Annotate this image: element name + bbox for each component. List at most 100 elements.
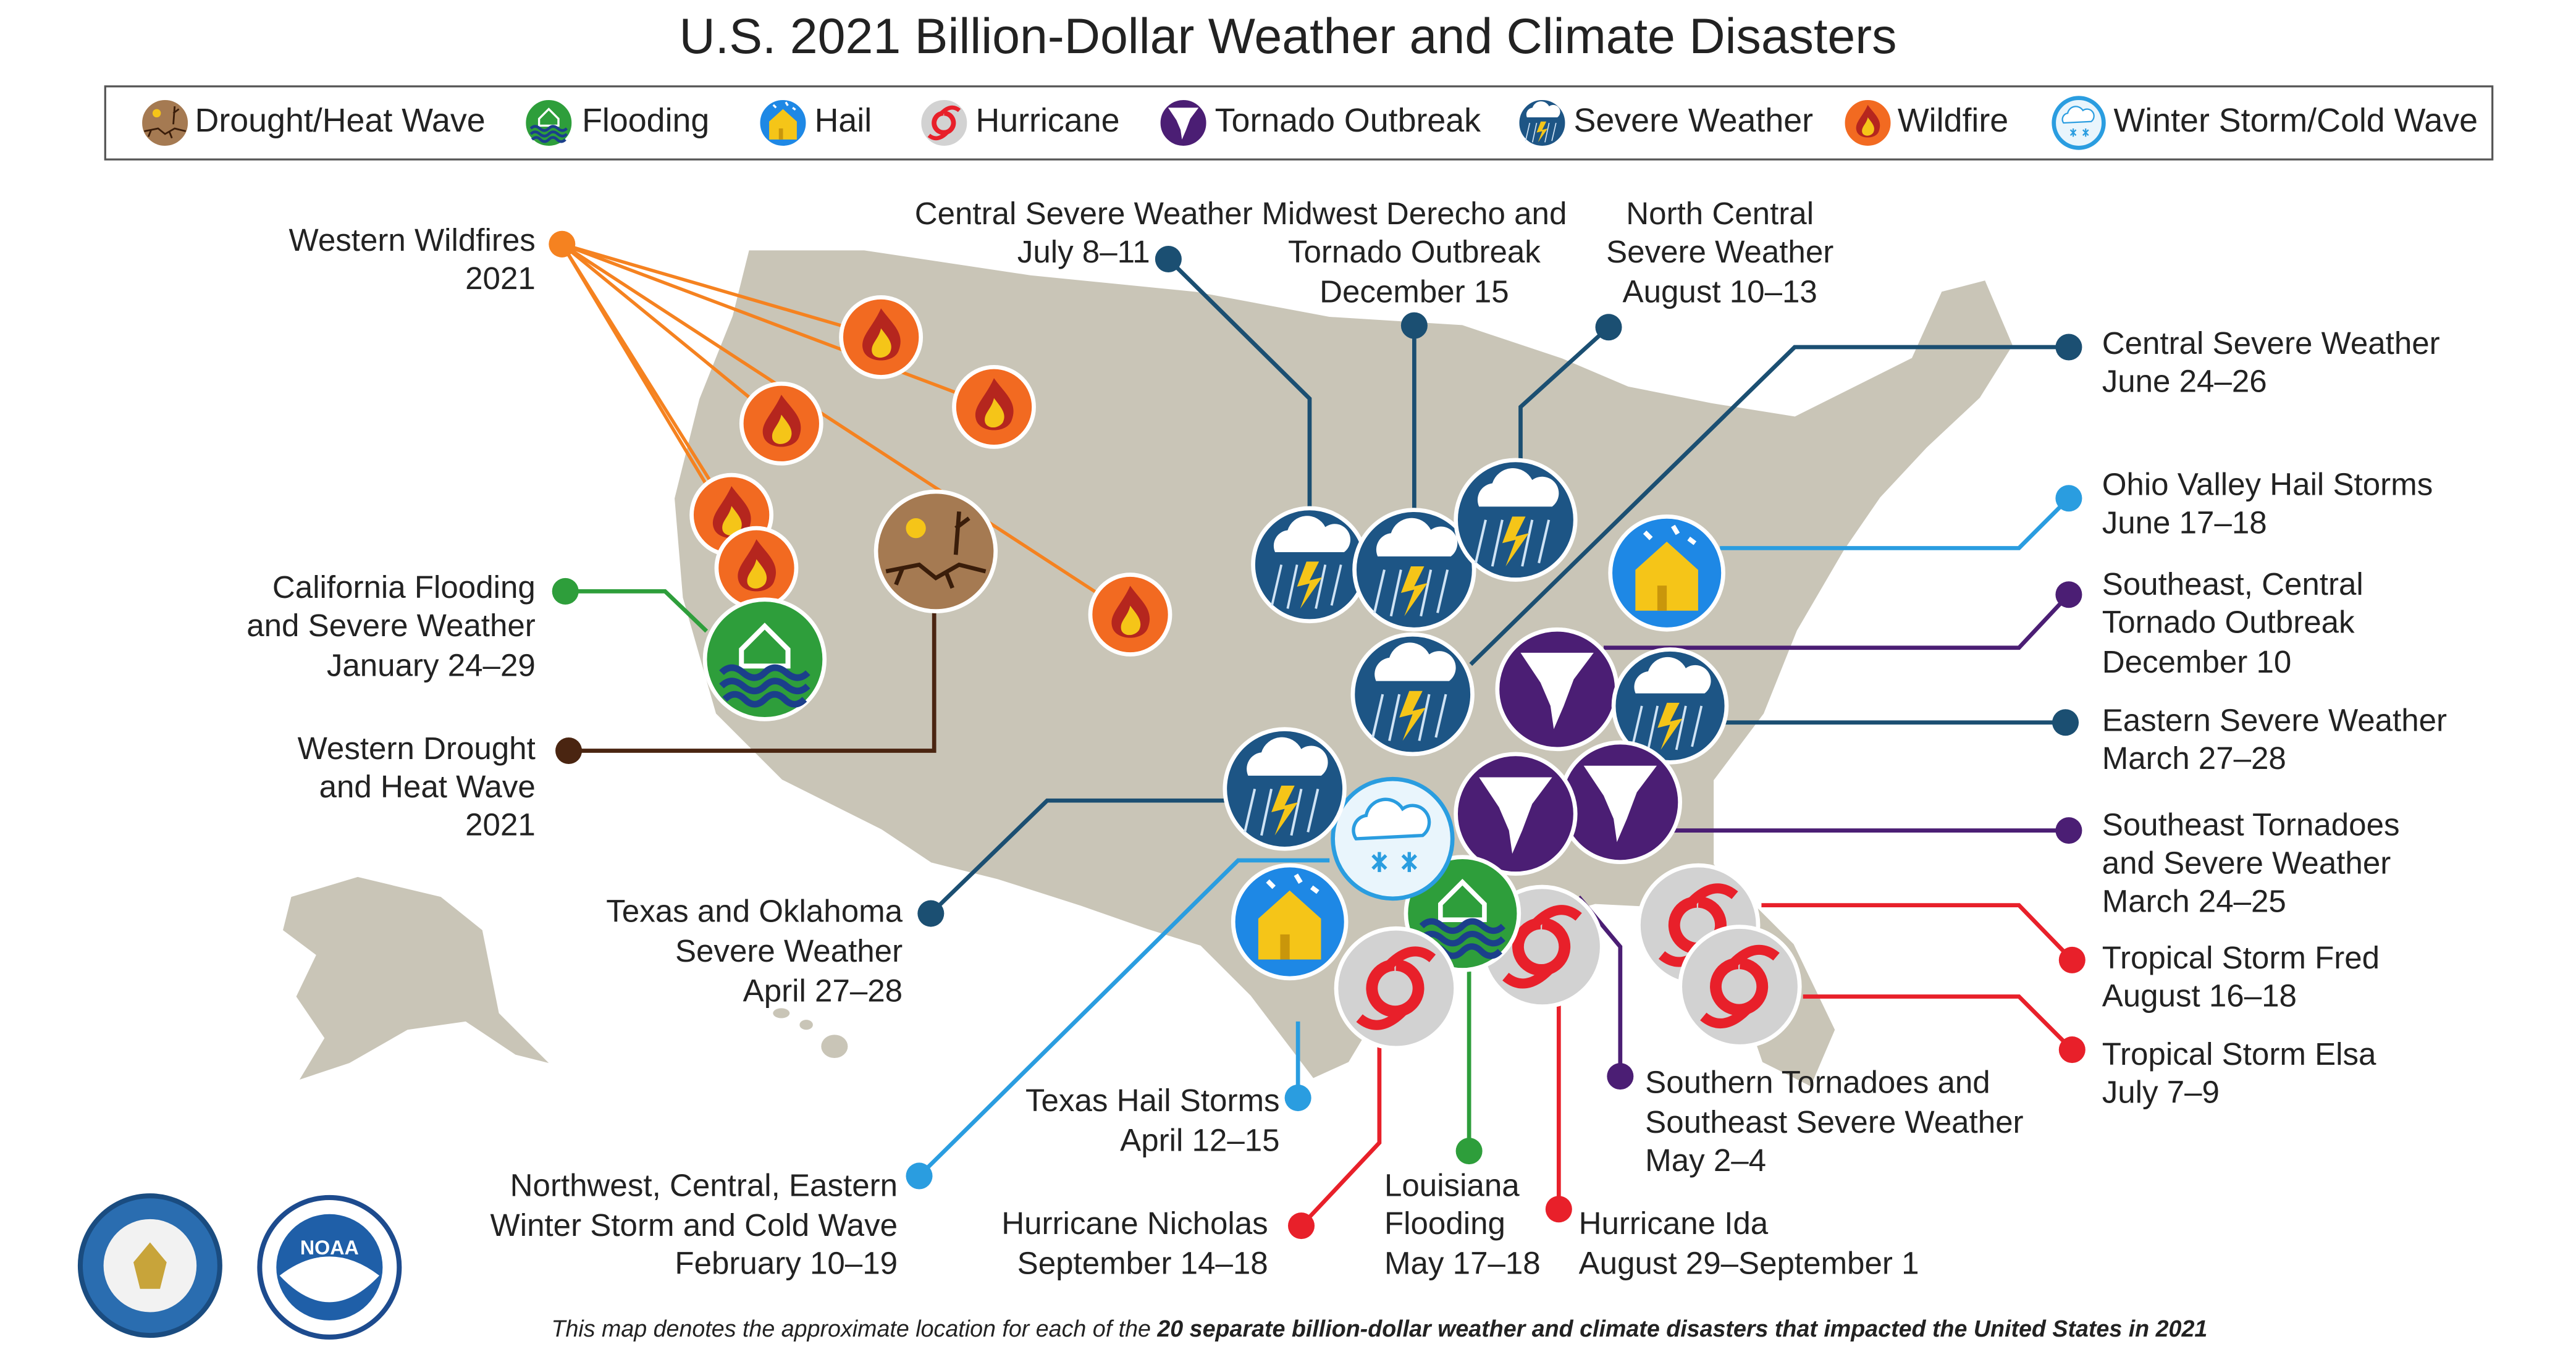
connector xyxy=(1167,258,1312,515)
connector xyxy=(1603,593,2071,650)
icon-glyph xyxy=(1479,777,1552,854)
commerce-eagle xyxy=(133,1242,167,1289)
icon-bg xyxy=(138,96,192,150)
event-label: California Flooding xyxy=(272,569,536,605)
icon-sv xyxy=(1515,96,1570,150)
event-label: July 8–11 xyxy=(1017,234,1150,269)
icon-glyph xyxy=(1531,905,1582,928)
icon-sun xyxy=(906,518,926,539)
icon-sv xyxy=(1223,727,1347,851)
icon-glyph xyxy=(1356,1007,1407,1030)
icon-hl xyxy=(756,96,810,150)
icon-tn xyxy=(1454,752,1578,876)
connector xyxy=(1720,497,2071,550)
icon-glyph xyxy=(1700,1006,1750,1029)
icon-bg xyxy=(1331,776,1455,901)
event-label: August 10–13 xyxy=(1623,274,1817,309)
hawaii xyxy=(773,1008,790,1018)
event-label: 2021 xyxy=(465,261,536,296)
event-label: Tornado Outbreak xyxy=(2102,605,2355,640)
icon-glyph xyxy=(719,664,810,708)
icon-sv xyxy=(1251,506,1368,624)
icon-glyph xyxy=(927,131,949,141)
event-label: 2021 xyxy=(465,807,536,842)
icon-glyph xyxy=(1273,516,1350,553)
icon-fl xyxy=(702,597,827,721)
connector xyxy=(561,242,995,409)
connector-dot xyxy=(2052,709,2079,736)
icon-glyph xyxy=(1373,569,1449,617)
event-label: Central Severe Weather xyxy=(915,196,1253,231)
icon-glyph xyxy=(1688,883,1738,906)
event-label: August 29–September 1 xyxy=(1579,1246,1919,1281)
event-label: Tornado Outbreak xyxy=(1288,234,1541,269)
icon-wf xyxy=(1088,573,1172,657)
icon-glyph xyxy=(1266,873,1320,894)
legend-label: Hurricane xyxy=(975,102,1119,139)
icon-sv xyxy=(1350,632,1475,757)
legend-label: Drought/Heat Wave xyxy=(195,102,486,139)
icon-glyph xyxy=(1657,702,1683,750)
icon-hu xyxy=(917,96,972,150)
connector xyxy=(565,589,709,633)
icon-glyph xyxy=(1371,852,1417,872)
connector-dot xyxy=(917,900,945,927)
event-label: July 7–9 xyxy=(2102,1075,2220,1110)
icon-glyph xyxy=(1635,541,1698,611)
icon-sv xyxy=(1611,647,1729,765)
legend-label: Wildfire xyxy=(1898,102,2008,139)
icon-glyph xyxy=(2069,128,2089,137)
icon-glyph xyxy=(1710,957,1769,1016)
connector-dot xyxy=(1155,246,1182,273)
icon-glyph xyxy=(769,109,797,140)
icon-glyph xyxy=(985,398,1004,428)
connectors xyxy=(549,230,2086,1240)
event-label: September 14–18 xyxy=(1017,1246,1268,1281)
icon-glyph xyxy=(1247,737,1328,776)
icon-glyph xyxy=(1280,934,1290,960)
icon-glyph xyxy=(1477,468,1559,507)
icon-glyph xyxy=(2061,106,2095,124)
connector-dot xyxy=(1595,314,1622,341)
connector xyxy=(1469,345,2069,666)
connector-dot xyxy=(555,737,583,765)
footer: This map denotes the approximate locatio… xyxy=(551,1316,2207,1342)
icon-wf xyxy=(1840,96,1895,150)
legend-label: Severe Weather xyxy=(1574,102,1814,139)
event-label: North Central xyxy=(1626,196,1814,231)
connector-dot xyxy=(2055,334,2082,361)
legend-label: Flooding xyxy=(582,102,709,139)
legend-label: Hail xyxy=(815,102,872,139)
icon-glyph xyxy=(1371,694,1447,741)
event-label: Central Severe Weather xyxy=(2102,325,2440,361)
icon-wf xyxy=(739,381,823,466)
hawaii xyxy=(799,1020,813,1030)
icon-hl xyxy=(1608,514,1725,632)
icon-glyph xyxy=(529,125,568,143)
event-label: Tropical Storm Elsa xyxy=(2102,1036,2376,1072)
icon-glyph xyxy=(1474,519,1551,567)
event-label: Southeast, Central xyxy=(2102,566,2363,602)
icon-fl xyxy=(521,96,576,150)
legend: Drought/Heat Wave Flooding Hail Hurricane To… xyxy=(138,96,2478,150)
icon-sv xyxy=(1454,458,1578,582)
icon-glyph xyxy=(1400,566,1428,616)
icon-glyph xyxy=(144,106,187,139)
icon-glyph xyxy=(1399,691,1426,741)
icon-wf xyxy=(952,364,1036,449)
icon-glyph xyxy=(1374,642,1456,681)
icon-glyph xyxy=(1502,966,1552,989)
event-label: April 27–28 xyxy=(743,973,903,1009)
connector-dot xyxy=(1455,1138,1483,1165)
event-label: Western Drought xyxy=(298,731,536,766)
connector xyxy=(562,242,882,339)
event-label: and Severe Weather xyxy=(2102,846,2391,881)
event-label: Texas Hail Storms xyxy=(1025,1083,1280,1118)
footer-text: This map denotes the approximate locatio… xyxy=(551,1316,1157,1342)
event-label: Texas and Oklahoma xyxy=(606,894,903,929)
icon-glyph xyxy=(739,623,791,669)
icon-glyph xyxy=(1862,117,1874,136)
icon-glyph xyxy=(1657,586,1667,611)
icon-tn xyxy=(1495,627,1619,752)
